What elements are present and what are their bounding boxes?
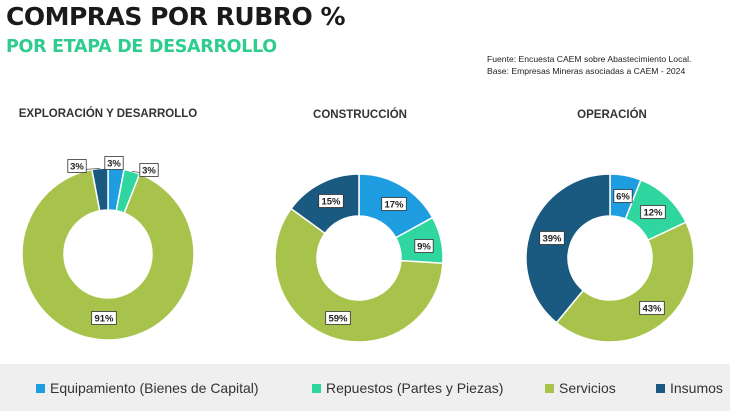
chart-title-exploracion: EXPLORACIÓN Y DESARROLLO xyxy=(18,108,198,120)
data-label-operacion-equipamiento: 6% xyxy=(613,189,633,203)
svg-text:3%: 3% xyxy=(107,159,121,170)
svg-text:3%: 3% xyxy=(70,162,84,173)
legend-item-equipamiento: Equipamiento (Bienes de Capital) xyxy=(36,380,259,396)
source-line-1: Fuente: Encuesta CAEM sobre Abastecimien… xyxy=(487,54,692,64)
legend-label-repuestos: Repuestos (Partes y Piezas) xyxy=(326,380,504,396)
svg-text:3%: 3% xyxy=(142,166,156,177)
source-note: Fuente: Encuesta CAEM sobre Abastecimien… xyxy=(487,53,691,77)
legend-item-repuestos: Repuestos (Partes y Piezas) xyxy=(312,380,503,396)
slice-exploracion-servicios xyxy=(21,168,195,341)
slice-operacion-servicios xyxy=(555,221,695,343)
data-label-operacion-servicios: 43% xyxy=(639,301,665,315)
page-title: COMPRAS POR RUBRO % xyxy=(6,2,346,31)
legend-swatch-equipamiento xyxy=(36,383,45,393)
svg-text:6%: 6% xyxy=(616,192,630,203)
slice-construccion-servicios xyxy=(274,207,444,343)
legend-swatch-repuestos xyxy=(312,383,321,393)
svg-text:15%: 15% xyxy=(321,197,341,208)
data-label-operacion-repuestos: 12% xyxy=(640,205,666,219)
page-subtitle: POR ETAPA DE DESARROLLO xyxy=(6,37,277,57)
svg-text:43%: 43% xyxy=(642,304,662,315)
data-label-exploracion-repuestos: 3% xyxy=(139,163,159,177)
legend-item-insumos: Insumos xyxy=(656,380,723,396)
legend-item-servicios: Servicios xyxy=(545,380,616,396)
chart-title-construccion: CONSTRUCCIÓN xyxy=(313,109,407,121)
donut-charts: 3% 3% 91% 3% 17% 9% 59% 15% 6% 12% 43% 39% xyxy=(21,156,695,343)
data-label-construccion-insumos: 15% xyxy=(318,194,344,208)
data-label-exploracion-servicios: 91% xyxy=(91,311,117,325)
svg-text:12%: 12% xyxy=(643,208,663,219)
data-label-exploracion-insumos: 3% xyxy=(67,159,87,173)
legend: Equipamiento (Bienes de Capital) Repuest… xyxy=(0,364,730,411)
data-label-exploracion-equipamiento: 3% xyxy=(104,156,124,170)
chart-title-operacion: OPERACIÓN xyxy=(577,109,647,121)
svg-text:17%: 17% xyxy=(384,200,404,211)
data-label-construccion-servicios: 59% xyxy=(325,311,351,325)
svg-text:39%: 39% xyxy=(542,234,562,245)
data-label-construccion-equipamiento: 17% xyxy=(381,197,407,211)
data-label-operacion-insumos: 39% xyxy=(539,231,565,245)
legend-swatch-insumos xyxy=(656,383,665,393)
source-line-2: Base: Empresas Mineras asociadas a CAEM … xyxy=(487,66,686,76)
legend-swatch-servicios xyxy=(545,383,554,393)
legend-label-insumos: Insumos xyxy=(670,380,723,396)
svg-text:91%: 91% xyxy=(94,314,114,325)
data-label-construccion-repuestos: 9% xyxy=(414,239,434,253)
svg-text:59%: 59% xyxy=(328,314,348,325)
legend-label-servicios: Servicios xyxy=(559,380,616,396)
slice-operacion-insumos xyxy=(525,173,611,324)
legend-label-equipamiento: Equipamiento (Bienes de Capital) xyxy=(50,380,259,396)
svg-text:9%: 9% xyxy=(417,242,431,253)
